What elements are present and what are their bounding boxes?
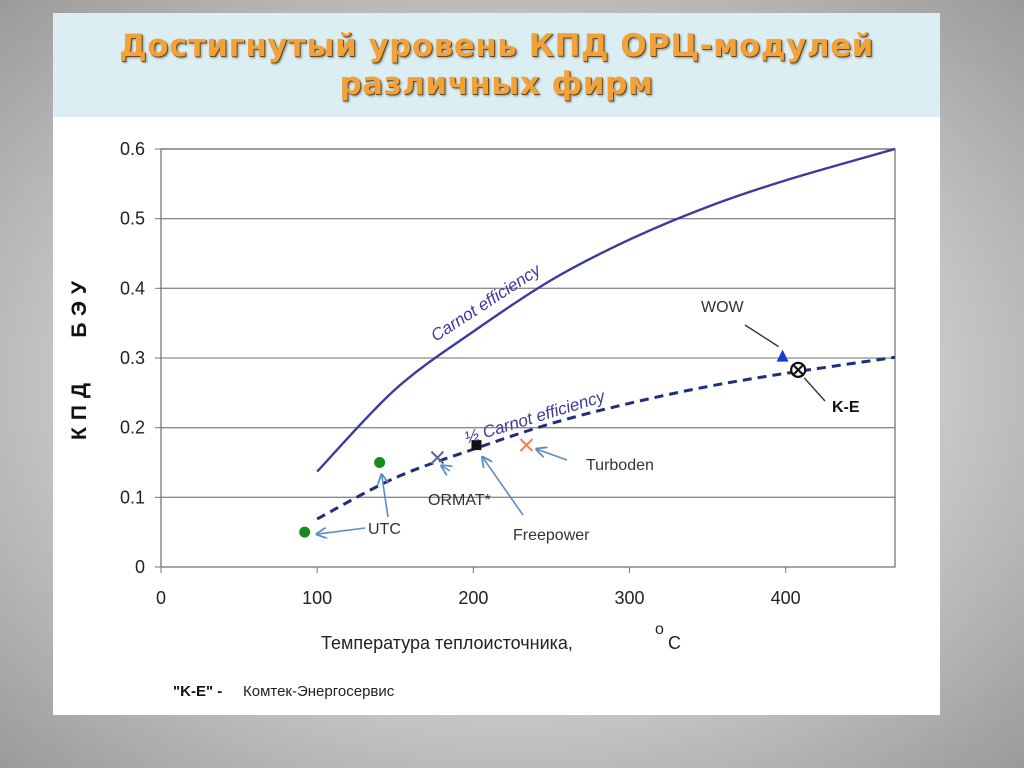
x-tick-label: 400 [771, 588, 801, 608]
y-tick-label: 0.5 [120, 209, 145, 229]
data-point-wow-5 [776, 349, 789, 362]
series-line-carnot [316, 147, 896, 473]
efficiency-chart: 0 0.1 0.2 0.3 0.4 0.5 0.6 0 100 200 300 400 Температ… [68, 139, 896, 700]
x-tick-label: 100 [302, 588, 332, 608]
footnote-text: Комтек-Энергосервис [243, 683, 395, 700]
ke-leader [803, 377, 826, 402]
utc-label: UTC [368, 521, 401, 538]
x-tick-label: 200 [458, 588, 488, 608]
data-point-ormat-2 [430, 450, 445, 465]
x-tick-label: 300 [614, 588, 644, 608]
x-axis-title: Температура теплоисточника, [321, 633, 573, 653]
utc-arrow-2 [382, 475, 389, 518]
turboden-arrow [536, 449, 568, 461]
grid-lines [161, 148, 895, 498]
series-line-half-carnot [316, 355, 896, 521]
half-carnot-efficiency-label: ½ Carnot efficiency [462, 386, 608, 447]
series-lines [316, 147, 896, 521]
x-tick-label: 0 [156, 588, 166, 608]
chart-panel: 0 0.1 0.2 0.3 0.4 0.5 0.6 0 100 200 300 400 Температ… [53, 117, 940, 715]
carnot-efficiency-label: Carnot efficiency [427, 260, 545, 346]
footnote-key: "K-E" - [173, 683, 222, 700]
ke-label: K-E [832, 399, 860, 416]
freepower-arrow [482, 457, 524, 516]
wow-leader [744, 324, 779, 348]
ormat-label: ORMAT* [428, 492, 491, 509]
slide-title-line-1: Достигнутый уровень КПД ОРЦ-модулей [119, 28, 874, 64]
x-axis-unit-degree: o [655, 621, 664, 638]
y-tick-label: 0.1 [120, 487, 145, 507]
callout-arrows [317, 324, 826, 534]
utc-arrow-1 [317, 527, 366, 534]
data-points [299, 349, 807, 538]
y-tick-label: 0.3 [120, 348, 145, 368]
data-point-freepower-3 [471, 440, 482, 451]
data-point-k-e-6-cross [792, 364, 804, 376]
y-tick-label: 0.6 [120, 139, 145, 159]
y-tick-label: 0.4 [120, 278, 145, 298]
wow-label: WOW [701, 299, 745, 316]
data-point-turboden-4 [519, 438, 534, 452]
turboden-label: Turboden [586, 457, 654, 474]
data-point-utc-1 [374, 457, 386, 468]
data-point-utc-0 [299, 526, 311, 538]
text-labels: 0 0.1 0.2 0.3 0.4 0.5 0.6 0 100 200 300 400 Температ… [68, 139, 860, 700]
slide-title-box: Достигнутый уровень КПД ОРЦ-модулей разл… [53, 13, 940, 117]
y-tick-label: 0 [135, 557, 145, 577]
freepower-label: Freepower [513, 527, 590, 544]
x-axis-unit: C [668, 633, 681, 653]
ormat-arrow [441, 466, 450, 471]
y-axis-title: КПД БЭУ [68, 274, 91, 440]
y-tick-label: 0.2 [120, 418, 145, 438]
slide-title-line-2: различных фирм [339, 66, 654, 102]
